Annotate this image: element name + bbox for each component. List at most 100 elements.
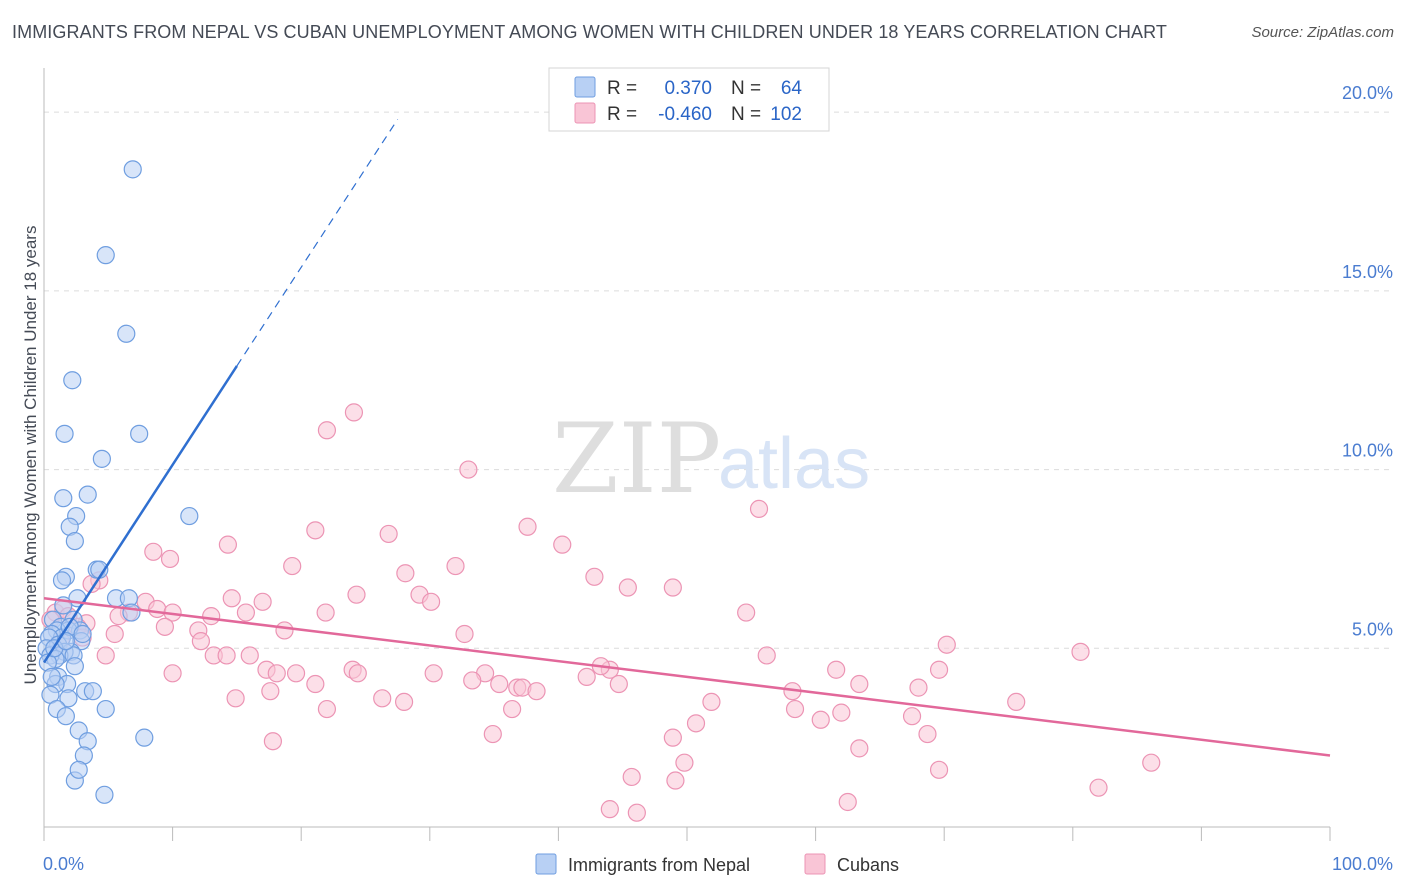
cuba-point	[202, 607, 221, 626]
nepal-point	[65, 531, 84, 551]
cuba-point	[218, 535, 237, 554]
cuba-point	[909, 678, 928, 697]
cuba-point	[785, 699, 805, 719]
nepal-points	[37, 160, 199, 804]
legend-n-label-cuba: N =	[731, 104, 761, 125]
legend-r-value-nepal: 0.370	[664, 78, 712, 99]
nepal-point	[56, 632, 75, 651]
cuba-point	[490, 674, 509, 694]
nepal-point	[55, 424, 74, 443]
cuba-point	[455, 624, 474, 644]
cuba-point	[702, 692, 721, 712]
cuba-point	[394, 692, 414, 712]
cuba-point	[757, 646, 776, 665]
grid-lines	[44, 111, 1394, 649]
cuba-point	[191, 632, 210, 651]
cuba-point	[421, 592, 441, 611]
cuba-point	[236, 603, 256, 622]
series-legend-label-nepal: Immigrants from Nepal	[568, 855, 750, 875]
cuba-point	[226, 689, 245, 708]
chart-title: IMMIGRANTS FROM NEPAL VS CUBAN UNEMPLOYM…	[12, 22, 1168, 42]
cuba-trend-line	[43, 597, 1331, 757]
cuba-point	[344, 403, 364, 422]
cuba-point	[663, 578, 682, 597]
nepal-point	[54, 489, 73, 508]
cuba-point	[609, 674, 628, 694]
cuba-point	[686, 714, 706, 733]
cuba-point	[918, 724, 937, 744]
nepal-trend-extension	[236, 118, 399, 367]
x-tick-label: 100.0%	[1332, 854, 1393, 874]
cuba-point	[286, 664, 306, 683]
legend-n-value-nepal: 64	[781, 78, 803, 99]
nepal-trend-line	[42, 365, 238, 664]
cuba-point	[585, 567, 604, 586]
legend-box	[548, 67, 830, 132]
cuba-point	[222, 589, 241, 608]
cuba-point	[253, 592, 272, 611]
cuba-point	[483, 724, 502, 744]
legend-swatch-cuba	[574, 102, 596, 124]
x-tick-label: 0.0%	[43, 854, 84, 874]
cuba-point	[666, 771, 685, 790]
cuba-point	[622, 767, 641, 787]
legend-n-value-cuba: 102	[770, 104, 802, 125]
cuba-point	[850, 739, 869, 758]
cuba-point	[261, 682, 280, 701]
nepal-point	[96, 699, 115, 719]
cuba-point	[1071, 642, 1090, 661]
cuba-point	[1089, 778, 1108, 797]
nepal-point	[59, 689, 78, 708]
cuba-point	[929, 660, 949, 679]
cuba-point	[749, 499, 769, 518]
nepal-point	[56, 707, 75, 726]
y-tick-label: 15.0%	[1342, 262, 1393, 282]
legend-n-label-nepal: N =	[731, 78, 761, 99]
cuba-point	[850, 674, 869, 694]
cuba-point	[827, 660, 846, 679]
cuba-point	[503, 699, 522, 719]
nepal-point	[73, 624, 92, 644]
cuba-point	[838, 792, 857, 812]
cuba-point	[163, 664, 182, 683]
cuba-point	[105, 624, 124, 644]
cuba-point	[160, 549, 180, 569]
nepal-point	[117, 324, 136, 343]
series-legend-swatch-nepal	[535, 853, 557, 875]
cuba-point	[737, 603, 756, 622]
y-tick-label: 20.0%	[1342, 83, 1393, 103]
nepal-point	[83, 682, 102, 701]
correlation-legend: R = 0.370 N = 64 R = -0.460 N = 102	[548, 67, 830, 132]
cuba-point	[96, 646, 115, 665]
cuba-point	[347, 585, 366, 604]
cuba-point	[348, 664, 367, 683]
cuba-point	[675, 753, 694, 772]
cuba-point	[267, 664, 286, 683]
cuba-point	[1007, 692, 1026, 712]
cuba-point	[316, 603, 335, 622]
cuba-point	[373, 689, 392, 708]
chart-source: Source: ZipAtlas.com	[1251, 24, 1394, 41]
cuba-point	[283, 556, 302, 576]
cuba-point	[811, 710, 830, 729]
y-axis-label: Unemployment Among Women with Children U…	[21, 226, 40, 685]
watermark-atlas: atlas	[718, 424, 870, 504]
cuba-point	[263, 732, 283, 751]
nepal-point	[69, 760, 88, 779]
series-legend: Immigrants from Nepal Cubans	[535, 853, 899, 875]
cuba-point	[929, 760, 949, 779]
nepal-point	[180, 506, 199, 526]
cuba-point	[379, 524, 398, 544]
cuba-point	[155, 617, 174, 636]
nepal-point	[96, 246, 115, 265]
cuba-point	[577, 667, 596, 686]
cuba-point	[527, 682, 546, 701]
nepal-point	[78, 485, 97, 504]
legend-r-label-nepal: R =	[607, 78, 637, 99]
cuba-point	[446, 556, 465, 576]
nepal-point	[122, 603, 141, 622]
legend-r-value-cuba: -0.460	[658, 104, 712, 125]
cuba-point	[148, 599, 167, 619]
nepal-point	[63, 371, 82, 390]
